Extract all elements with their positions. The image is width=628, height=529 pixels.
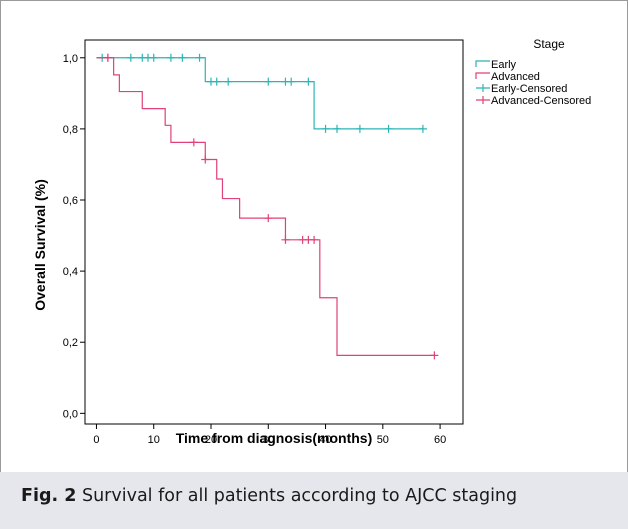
early-survival-line: [96, 57, 423, 130]
advanced-series: [96, 53, 439, 360]
caption-label: Fig. 2: [21, 486, 77, 506]
figure-caption: Fig. 2 Survival for all patients accordi…: [0, 472, 628, 529]
early-censor-mark: [304, 77, 313, 86]
x-tick-label: 30: [262, 434, 274, 446]
advanced-censored-legend-swatch: [476, 96, 490, 104]
plot-area-frame: [84, 39, 464, 425]
early-censor-mark: [195, 53, 204, 62]
early-censor-mark: [212, 77, 221, 86]
advanced-censor-mark: [281, 235, 290, 244]
early-censor-mark: [384, 124, 393, 133]
axes: 0 10 20 30 40 50 60 0,0 0,2 0,4 0,6 0,8 1,0: [63, 39, 464, 446]
early-censor-mark: [126, 53, 135, 62]
series-layer: [96, 53, 439, 360]
early-censor-mark: [355, 124, 364, 133]
advanced-survival-line: [96, 57, 435, 356]
advanced-censored-legend-label: Advanced-Censored: [491, 95, 591, 107]
advanced-censor-mark: [201, 155, 210, 164]
y-tick-label: 0,6: [63, 195, 78, 207]
advanced-censor-mark: [430, 351, 439, 360]
x-tick-label: 0: [93, 434, 99, 446]
advanced-legend-swatch: [475, 72, 490, 79]
early-censor-mark: [149, 53, 158, 62]
early-censor-mark: [321, 124, 330, 133]
y-tick-label: 1,0: [63, 53, 78, 65]
legend: Stage EarlyAdvancedEarly-CensoredAdvanced…: [475, 37, 591, 107]
survival-chart: 0 10 20 30 40 50 60 0,0 0,2 0,4 0,6 0,8 1,0 Stage Ear…: [32, 37, 591, 446]
y-tick-label: 0,8: [63, 124, 78, 136]
early-censor-mark: [287, 77, 296, 86]
early-censor-mark: [224, 77, 233, 86]
x-tick-label: 60: [434, 434, 446, 446]
early-legend-swatch: [475, 60, 490, 67]
early-censor-mark: [333, 124, 341, 133]
early-censored-legend-swatch: [476, 84, 490, 92]
legend-title: Stage: [533, 37, 565, 51]
early-censor-mark: [178, 53, 187, 62]
early-censor-mark: [264, 77, 273, 86]
x-axis-title: Time from diagnosis(months): [176, 430, 373, 446]
advanced-legend-label: Advanced: [491, 71, 540, 83]
early-legend-label: Early: [491, 59, 517, 71]
advanced-censor-mark: [189, 138, 198, 147]
y-tick-label: 0,4: [63, 266, 78, 278]
x-tick-label: 50: [377, 434, 389, 446]
advanced-censor-mark: [103, 53, 112, 62]
early-censored-legend-label: Early-Censored: [491, 83, 567, 95]
early-series: [96, 53, 427, 133]
caption-text: Survival for all patients according to A…: [81, 486, 518, 506]
x-tick-label: 20: [205, 434, 217, 446]
y-tick-label: 0,2: [63, 337, 78, 349]
y-tick-label: 0,0: [63, 408, 78, 420]
x-tick-label: 40: [319, 434, 331, 446]
early-censor-mark: [418, 124, 427, 133]
y-axis-title: Overall Survival (%): [32, 179, 48, 311]
x-tick-label: 10: [148, 434, 160, 446]
advanced-censor-mark: [310, 235, 319, 244]
early-censor-mark: [166, 53, 175, 62]
advanced-censor-mark: [264, 214, 273, 223]
